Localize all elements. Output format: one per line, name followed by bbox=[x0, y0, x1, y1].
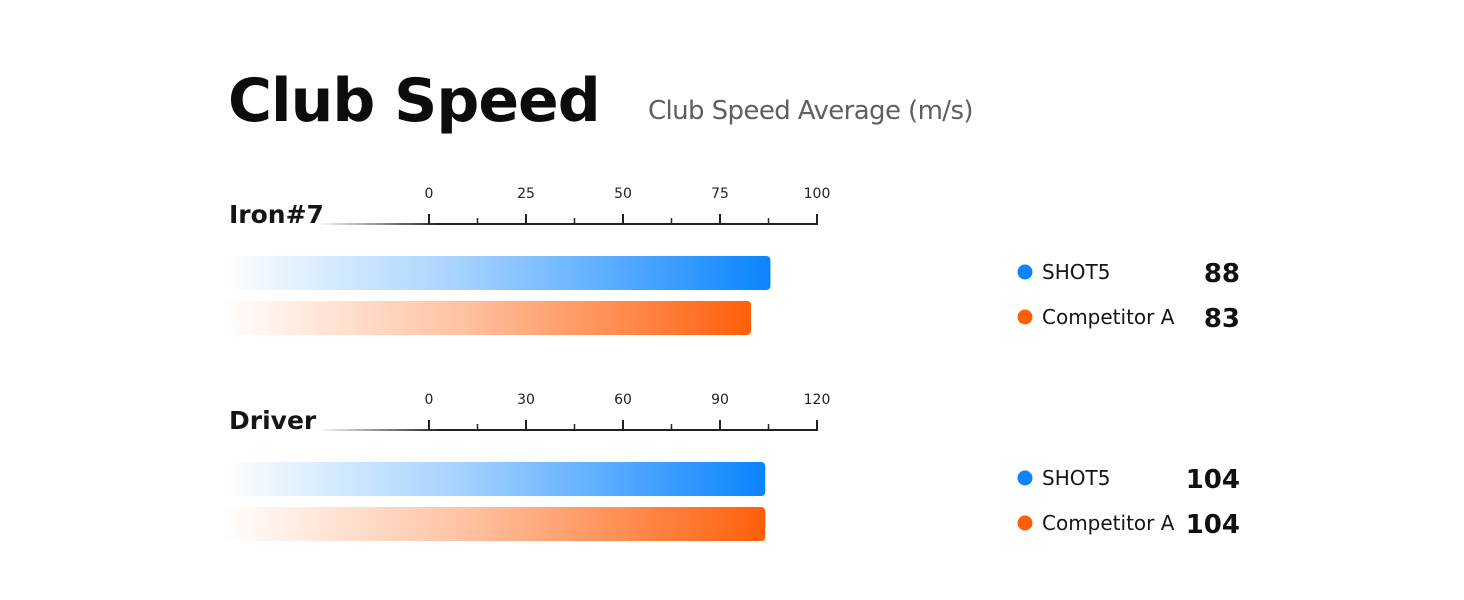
tick-label: 120 bbox=[804, 392, 831, 408]
value-label: 104 bbox=[1186, 465, 1240, 495]
legend-dot bbox=[1017, 309, 1033, 325]
tick-label: 25 bbox=[517, 186, 535, 202]
tick-label: 30 bbox=[517, 392, 535, 408]
legend-label: Competitor A bbox=[1042, 305, 1175, 329]
chart-subtitle: Club Speed Average (m/s) bbox=[648, 96, 974, 126]
shot5-bar bbox=[222, 462, 766, 496]
value-label: 104 bbox=[1186, 510, 1240, 540]
chart-title: Club Speed bbox=[228, 66, 601, 136]
panel-iron-7: Iron#7 0 25 50 75 100 SHOT5 88 Competitor A 83 bbox=[222, 186, 1240, 335]
legend-label: Competitor A bbox=[1042, 511, 1175, 535]
competitor-a-bar bbox=[222, 507, 766, 541]
legend-dot bbox=[1017, 264, 1033, 280]
legend-dot bbox=[1017, 515, 1033, 531]
category-label: Iron#7 bbox=[229, 200, 324, 229]
legend-dot bbox=[1017, 470, 1033, 486]
axis-line bbox=[316, 223, 818, 225]
value-label: 88 bbox=[1204, 259, 1240, 289]
tick-label: 90 bbox=[711, 392, 729, 408]
tick-label: 75 bbox=[711, 186, 729, 202]
tick-label: 100 bbox=[804, 186, 831, 202]
value-label: 83 bbox=[1204, 304, 1240, 334]
axis-line bbox=[316, 429, 818, 431]
competitor-a-bar bbox=[222, 301, 752, 335]
tick-label: 0 bbox=[425, 392, 434, 408]
shot5-bar bbox=[222, 256, 771, 290]
legend-label: SHOT5 bbox=[1042, 260, 1110, 284]
legend-label: SHOT5 bbox=[1042, 466, 1110, 490]
tick-label: 0 bbox=[425, 186, 434, 202]
tick-label: 50 bbox=[614, 186, 632, 202]
category-label: Driver bbox=[229, 406, 317, 435]
panel-driver: Driver 0 30 60 90 120 SHOT5 104 Competitor A 104 bbox=[222, 392, 1240, 541]
tick-label: 60 bbox=[614, 392, 632, 408]
